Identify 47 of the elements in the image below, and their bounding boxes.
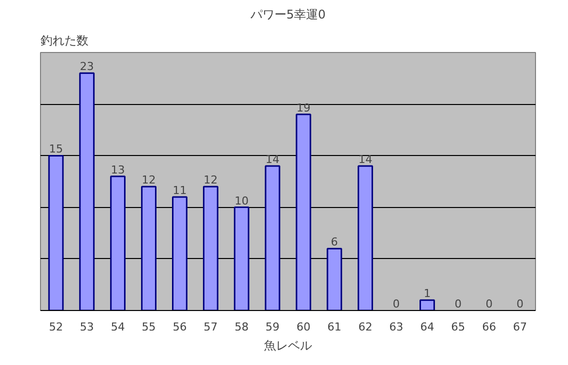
x-tick-label: 56 xyxy=(172,320,187,334)
x-tick-label: 66 xyxy=(482,320,496,334)
x-tick-label: 59 xyxy=(266,320,280,334)
data-label: 14 xyxy=(266,153,280,166)
bar xyxy=(264,165,280,310)
data-label: 12 xyxy=(142,174,156,187)
bar xyxy=(326,248,342,310)
x-tick-label: 63 xyxy=(389,320,404,334)
x-tick-label: 61 xyxy=(327,320,342,334)
bar xyxy=(202,186,218,310)
data-label: 23 xyxy=(80,60,94,74)
x-tick-label: 52 xyxy=(48,320,63,334)
data-label: 19 xyxy=(296,101,310,114)
x-axis-title: 魚レベル xyxy=(264,338,312,352)
bar xyxy=(296,114,312,310)
bar xyxy=(420,299,435,310)
data-label: 6 xyxy=(330,236,338,249)
x-tick-label: 55 xyxy=(142,320,156,334)
bar xyxy=(110,176,126,310)
data-label: 12 xyxy=(204,174,218,187)
bar xyxy=(172,196,188,310)
x-tick-label: 65 xyxy=(451,320,466,334)
data-label: 0 xyxy=(486,298,493,310)
data-label: 11 xyxy=(172,184,187,197)
bar xyxy=(234,206,250,310)
x-tick-label: 57 xyxy=(204,320,218,334)
x-tick-label: 64 xyxy=(420,320,434,334)
data-label: 14 xyxy=(358,153,372,166)
data-label: 13 xyxy=(110,163,125,176)
x-tick-label: 67 xyxy=(513,320,528,334)
data-label: 0 xyxy=(454,298,462,310)
x-tick-label: 62 xyxy=(358,320,372,334)
data-label: 15 xyxy=(48,142,63,156)
bar xyxy=(79,72,95,310)
data-label: 10 xyxy=(234,194,249,208)
data-label: 1 xyxy=(424,287,431,300)
x-tick-label: 54 xyxy=(110,320,125,334)
x-tick-label: 60 xyxy=(296,320,310,334)
data-label: 0 xyxy=(516,298,524,310)
bar xyxy=(358,165,374,310)
data-label: 0 xyxy=(392,298,400,310)
bar xyxy=(141,186,156,310)
x-tick-label: 58 xyxy=(234,320,249,334)
y-axis-title: 釣れた数 xyxy=(40,34,88,48)
chart-title: パワー5幸運0 xyxy=(249,8,326,22)
x-tick-label: 53 xyxy=(80,320,94,334)
bar xyxy=(48,154,64,310)
